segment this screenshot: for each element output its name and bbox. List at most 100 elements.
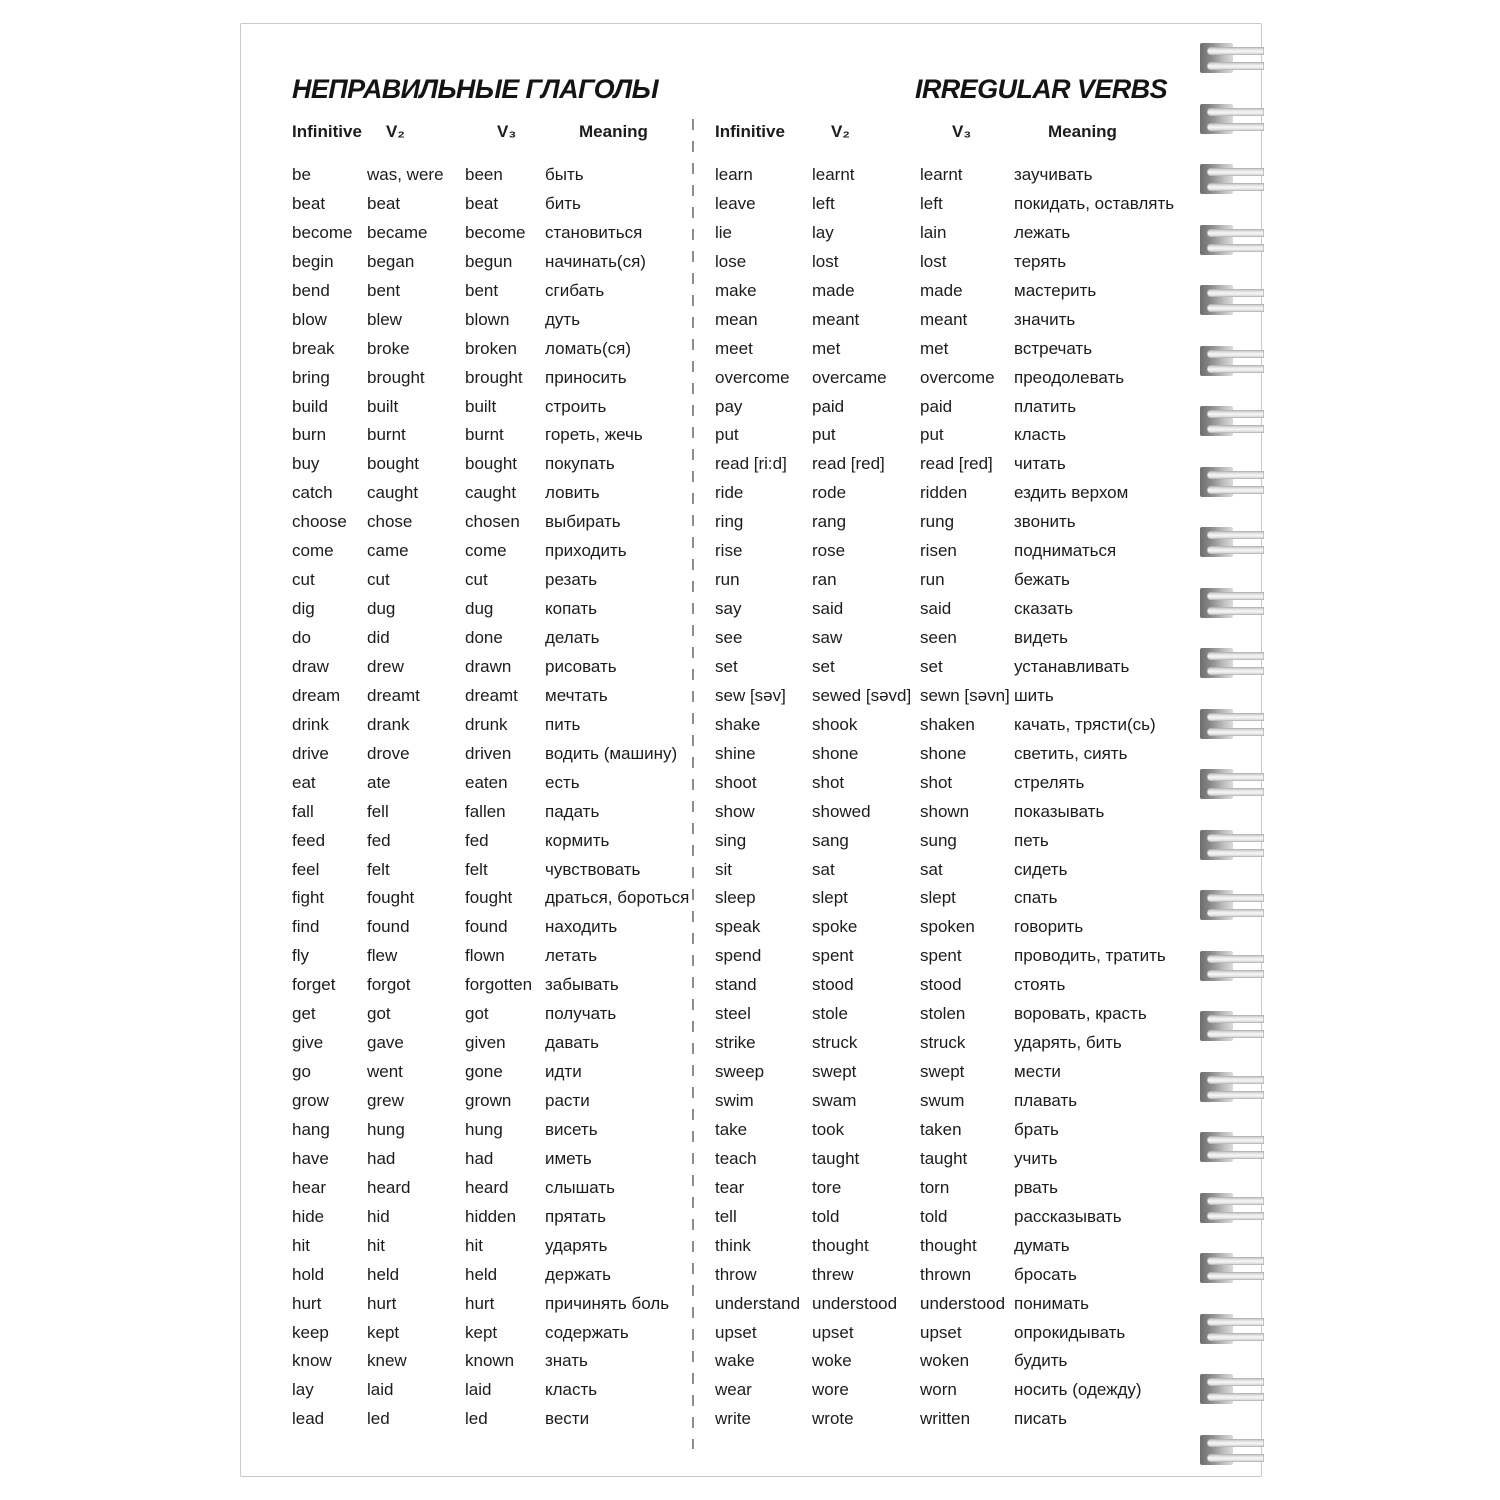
table-row: eat ate eaten есть	[292, 769, 690, 798]
binding-ring-wire-bottom	[1207, 1151, 1264, 1159]
cell-v2: set	[812, 656, 835, 676]
cell-meaning: ловить	[545, 483, 600, 503]
binding-ring-wire-top	[1207, 289, 1264, 297]
cell-v2: went	[367, 1062, 403, 1082]
cell-meaning: висеть	[545, 1119, 598, 1139]
cell-meaning: платить	[1014, 396, 1077, 416]
cell-v2: rang	[812, 512, 847, 532]
cell-meaning: значить	[1014, 309, 1076, 329]
cell-meaning: летать	[545, 946, 598, 966]
table-row: bend bent bent сгибать	[292, 277, 690, 306]
cell-v3: laid	[465, 1380, 492, 1400]
cell-v2: hung	[367, 1119, 405, 1139]
cell-meaning: думать	[1014, 1235, 1070, 1255]
cell-meaning: драться, бороться	[545, 888, 690, 908]
table-row: get got got получать	[292, 1000, 690, 1029]
cell-infinitive: lose	[715, 251, 747, 271]
cell-infinitive: drink	[292, 714, 329, 734]
binding-ring	[1200, 769, 1264, 799]
cell-infinitive: choose	[292, 512, 347, 532]
table-row: read [ri:d] read [red] read [red] читать	[715, 450, 1167, 479]
cell-meaning: ударять	[545, 1235, 608, 1255]
table-row: wake woke woken будить	[715, 1347, 1167, 1376]
cell-meaning: давать	[545, 1033, 599, 1053]
cell-infinitive: fight	[292, 888, 325, 908]
binding-ring-wire-top	[1207, 1378, 1264, 1386]
cell-v3: blown	[465, 309, 510, 329]
cell-v3: heard	[465, 1177, 509, 1197]
cell-infinitive: dig	[292, 599, 315, 619]
cell-v3: learnt	[920, 165, 963, 184]
cell-infinitive: break	[292, 338, 335, 358]
cell-infinitive: overcome	[715, 367, 790, 387]
cell-meaning: водить (машину)	[545, 743, 678, 763]
binding-ring-wire-top	[1207, 1317, 1264, 1326]
cell-v3: fought	[465, 888, 513, 908]
table-row: take took taken брать	[715, 1116, 1167, 1145]
table-row: hit hit hit ударять	[292, 1232, 690, 1261]
cell-infinitive: speak	[715, 917, 761, 937]
cell-infinitive: lead	[292, 1409, 325, 1429]
cell-infinitive: be	[292, 165, 311, 184]
cell-v2: sat	[812, 859, 835, 879]
binding-ring-wire-bottom	[1207, 62, 1264, 70]
cell-infinitive: see	[715, 628, 743, 647]
cell-infinitive: understand	[715, 1293, 801, 1313]
table-row: be was, were been быть	[292, 161, 690, 190]
table-row: throw threw thrown бросать	[715, 1261, 1167, 1290]
binding-ring	[1200, 527, 1264, 557]
table-row: begin began begun начинать(ся)	[292, 248, 690, 277]
page-title-english: IRREGULAR VERBS	[914, 74, 1168, 104]
binding-ring-wire-bottom	[1207, 1030, 1264, 1038]
cell-v3: bent	[465, 280, 499, 300]
cell-v3: driven	[465, 743, 512, 763]
cell-v3: spent	[920, 946, 962, 966]
binding-ring	[1200, 224, 1264, 255]
table-row: build built built строить	[292, 393, 690, 422]
cell-infinitive: fall	[292, 801, 314, 821]
cell-infinitive: pay	[715, 396, 743, 416]
cell-v2: threw	[812, 1264, 854, 1284]
cell-meaning: сидеть	[1014, 859, 1068, 879]
binding-ring-wire-top	[1207, 1438, 1264, 1447]
cell-infinitive: sit	[715, 859, 732, 879]
cell-infinitive: feed	[292, 830, 326, 850]
cell-v3: drunk	[465, 714, 508, 734]
cell-v3: set	[920, 656, 943, 676]
table-row: upset upset upset опрокидывать	[715, 1319, 1167, 1348]
cell-infinitive: find	[292, 917, 320, 937]
cell-v3: sat	[920, 859, 943, 879]
binding-ring	[1200, 587, 1264, 618]
cell-v2: spoke	[812, 917, 858, 937]
cell-infinitive: buy	[292, 454, 320, 474]
cell-v3: overcome	[920, 367, 995, 387]
cell-v3: done	[465, 628, 503, 647]
cell-infinitive: shake	[715, 714, 761, 734]
cell-v3: ridden	[920, 483, 968, 503]
cell-v2: caught	[367, 483, 419, 503]
binding-ring	[1200, 43, 1264, 73]
cell-meaning: бить	[545, 193, 581, 213]
cell-meaning: брать	[1014, 1119, 1059, 1139]
cell-meaning: приносить	[545, 367, 627, 387]
table-row: hide hid hidden прятать	[292, 1203, 690, 1232]
binding-ring-wire-top	[1207, 591, 1264, 600]
table-row: rise rose risen подниматься	[715, 537, 1167, 566]
binding-ring-wire-top	[1207, 1136, 1264, 1144]
cell-v3: felt	[465, 859, 488, 879]
cell-meaning: говорить	[1014, 917, 1084, 937]
cell-v2: understood	[812, 1293, 898, 1313]
cell-v3: paid	[920, 396, 953, 416]
cell-v3: drawn	[465, 656, 512, 676]
cell-v3: put	[920, 425, 944, 445]
cell-v2: took	[812, 1119, 845, 1139]
cell-v3: seen	[920, 628, 957, 647]
table-row: speak spoke spoken говорить	[715, 913, 1167, 942]
cell-infinitive: meet	[715, 338, 753, 358]
cell-meaning: показывать	[1014, 801, 1105, 821]
cell-v3: kept	[465, 1322, 498, 1342]
cell-v3: taken	[920, 1119, 962, 1139]
cell-meaning: покупать	[545, 454, 615, 474]
table-row: stand stood stood стоять	[715, 971, 1167, 1000]
cell-v3: burnt	[465, 425, 504, 445]
